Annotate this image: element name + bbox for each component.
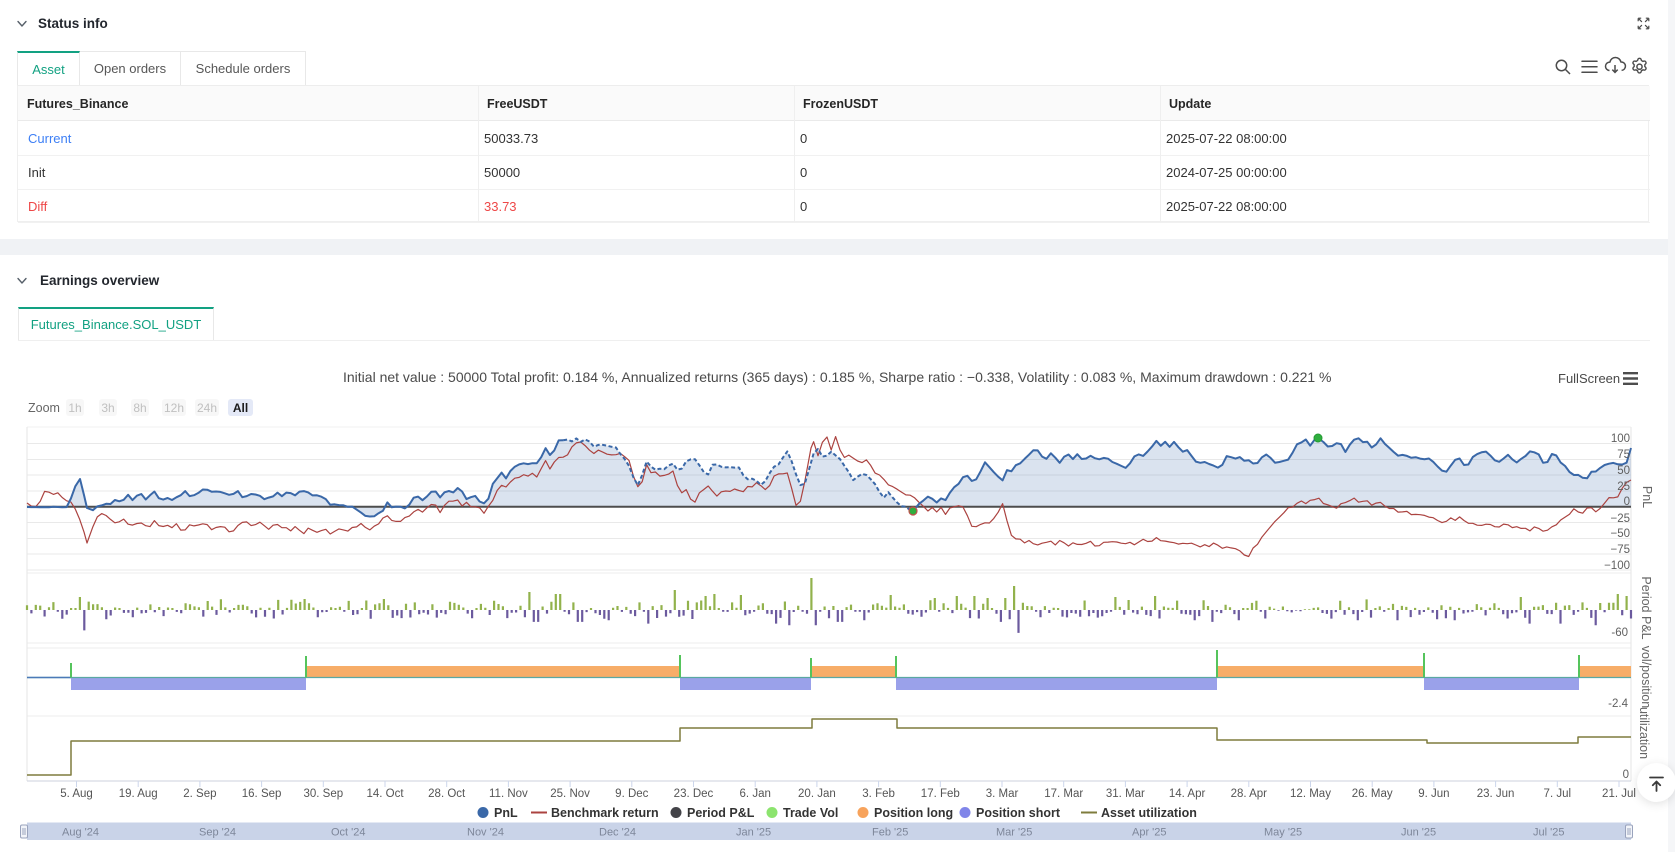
svg-text:Asset utilization: Asset utilization bbox=[1101, 806, 1197, 820]
svg-text:19. Aug: 19. Aug bbox=[119, 788, 158, 800]
svg-text:Aug '24: Aug '24 bbox=[62, 827, 99, 839]
svg-text:26. May: 26. May bbox=[1352, 788, 1393, 800]
svg-text:20. Jan: 20. Jan bbox=[798, 788, 836, 800]
svg-text:Sep '24: Sep '24 bbox=[199, 827, 236, 839]
svg-text:3. Mar: 3. Mar bbox=[986, 788, 1019, 800]
svg-text:9. Jun: 9. Jun bbox=[1418, 788, 1449, 800]
svg-text:Period P&L: Period P&L bbox=[687, 806, 755, 820]
svg-text:23. Jun: 23. Jun bbox=[1477, 788, 1515, 800]
svg-text:Period P&L: Period P&L bbox=[1639, 576, 1653, 639]
svg-text:16. Sep: 16. Sep bbox=[242, 788, 282, 800]
svg-text:17. Feb: 17. Feb bbox=[921, 788, 960, 800]
svg-text:−75: −75 bbox=[1610, 544, 1630, 556]
svg-text:50: 50 bbox=[1617, 465, 1630, 477]
svg-text:PnL: PnL bbox=[1640, 486, 1654, 508]
svg-text:PnL: PnL bbox=[494, 806, 518, 820]
svg-text:Position long: Position long bbox=[874, 806, 953, 820]
svg-text:0: 0 bbox=[1624, 496, 1630, 508]
svg-text:23. Dec: 23. Dec bbox=[674, 788, 714, 800]
svg-text:9. Dec: 9. Dec bbox=[615, 788, 648, 800]
svg-text:75: 75 bbox=[1617, 449, 1630, 461]
svg-text:Benchmark return: Benchmark return bbox=[551, 806, 659, 820]
svg-text:Feb '25: Feb '25 bbox=[872, 827, 908, 839]
svg-text:31. Mar: 31. Mar bbox=[1106, 788, 1145, 800]
svg-text:Mar '25: Mar '25 bbox=[996, 827, 1032, 839]
svg-text:May '25: May '25 bbox=[1264, 827, 1302, 839]
svg-text:28. Oct: 28. Oct bbox=[428, 788, 466, 800]
svg-text:7. Jul: 7. Jul bbox=[1544, 788, 1572, 800]
svg-text:Nov '24: Nov '24 bbox=[467, 827, 504, 839]
svg-text:−100: −100 bbox=[1604, 560, 1630, 572]
svg-text:25: 25 bbox=[1617, 481, 1630, 493]
svg-text:Oct '24: Oct '24 bbox=[331, 827, 366, 839]
svg-text:14. Apr: 14. Apr bbox=[1169, 788, 1206, 800]
svg-text:Jan '25: Jan '25 bbox=[736, 827, 771, 839]
svg-text:17. Mar: 17. Mar bbox=[1044, 788, 1083, 800]
svg-text:11. Nov: 11. Nov bbox=[489, 788, 528, 800]
svg-text:Jun '25: Jun '25 bbox=[1401, 827, 1436, 839]
svg-text:utilization: utilization bbox=[1637, 707, 1651, 759]
svg-text:25. Nov: 25. Nov bbox=[550, 788, 590, 800]
svg-text:12. May: 12. May bbox=[1290, 788, 1331, 800]
svg-text:5. Aug: 5. Aug bbox=[60, 788, 93, 800]
svg-text:-2.4: -2.4 bbox=[1608, 698, 1628, 710]
svg-text:-60: -60 bbox=[1611, 627, 1628, 639]
svg-text:Trade Vol: Trade Vol bbox=[783, 806, 838, 820]
svg-text:14. Oct: 14. Oct bbox=[366, 788, 404, 800]
svg-text:6. Jan: 6. Jan bbox=[740, 788, 771, 800]
svg-text:vol/position: vol/position bbox=[1639, 646, 1653, 709]
svg-text:Apr '25: Apr '25 bbox=[1132, 827, 1167, 839]
svg-text:Dec '24: Dec '24 bbox=[599, 827, 636, 839]
svg-text:−25: −25 bbox=[1610, 513, 1630, 525]
svg-text:2. Sep: 2. Sep bbox=[183, 788, 216, 800]
svg-text:Position short: Position short bbox=[976, 806, 1061, 820]
svg-text:3. Feb: 3. Feb bbox=[862, 788, 895, 800]
svg-text:28. Apr: 28. Apr bbox=[1231, 788, 1268, 800]
svg-text:Jul '25: Jul '25 bbox=[1533, 827, 1564, 839]
svg-text:30. Sep: 30. Sep bbox=[303, 788, 343, 800]
svg-text:0: 0 bbox=[1623, 769, 1629, 781]
svg-text:21. Jul: 21. Jul bbox=[1602, 788, 1636, 800]
svg-text:100: 100 bbox=[1611, 433, 1630, 445]
svg-text:−50: −50 bbox=[1610, 528, 1630, 540]
